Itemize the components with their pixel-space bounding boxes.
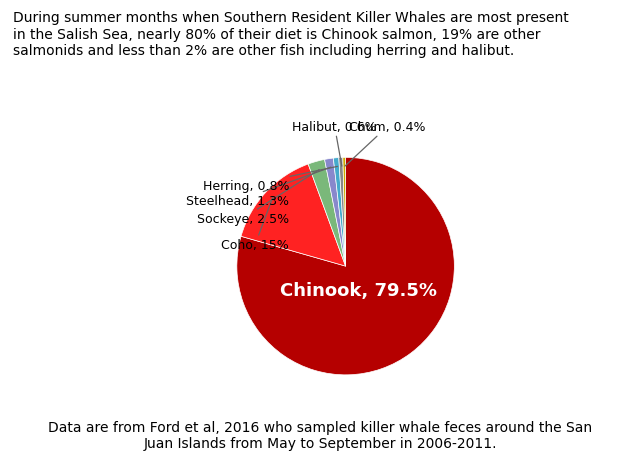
Text: Herring, 0.8%: Herring, 0.8% bbox=[202, 167, 337, 193]
Wedge shape bbox=[339, 158, 346, 267]
Text: Chinook, 79.5%: Chinook, 79.5% bbox=[280, 281, 437, 299]
Wedge shape bbox=[237, 158, 454, 375]
Wedge shape bbox=[308, 160, 346, 267]
Text: Steelhead, 1.3%: Steelhead, 1.3% bbox=[186, 168, 331, 208]
Wedge shape bbox=[324, 159, 346, 267]
Text: During summer months when Southern Resident Killer Whales are most present
in th: During summer months when Southern Resid… bbox=[13, 11, 568, 58]
Text: Chum, 0.4%: Chum, 0.4% bbox=[345, 121, 425, 167]
Wedge shape bbox=[333, 158, 346, 267]
Wedge shape bbox=[343, 158, 346, 267]
Wedge shape bbox=[241, 165, 346, 267]
Text: Halibut, 0.6%: Halibut, 0.6% bbox=[292, 121, 377, 167]
Text: Coho, 15%: Coho, 15% bbox=[221, 198, 289, 251]
Text: Data are from Ford et al, 2016 who sampled killer whale feces around the San
Jua: Data are from Ford et al, 2016 who sampl… bbox=[48, 420, 592, 450]
Text: Sockeye, 2.5%: Sockeye, 2.5% bbox=[197, 170, 319, 225]
